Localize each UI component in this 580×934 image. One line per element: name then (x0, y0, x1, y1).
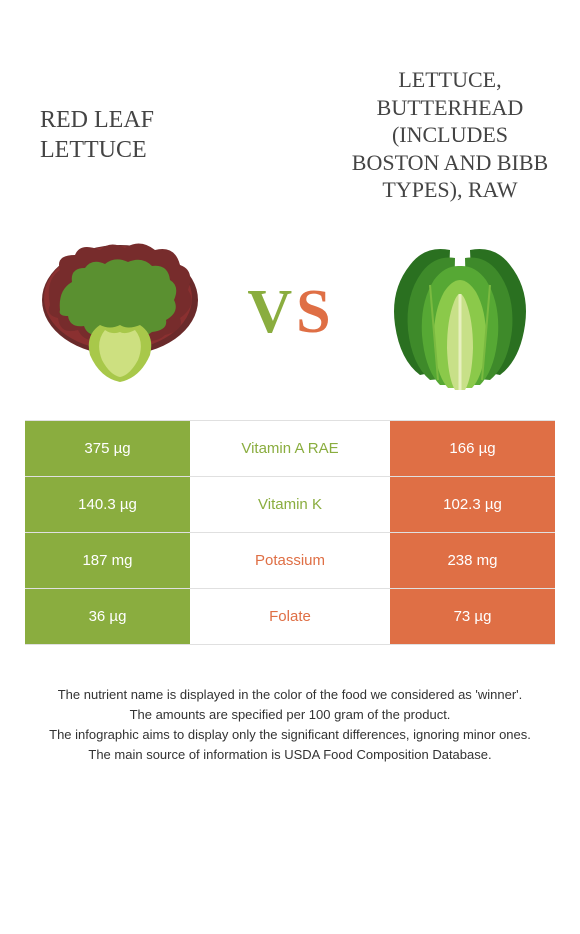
nutrient-left-value: 187 mg (25, 533, 190, 588)
nutrient-left-value: 375 µg (25, 421, 190, 476)
footer-line: The amounts are specified per 100 gram o… (25, 705, 555, 725)
nutrient-row: 187 mgPotassium238 mg (25, 533, 555, 589)
footer-line: The main source of information is USDA F… (25, 745, 555, 765)
right-food-title: LETTUCE, BUTTERHEAD (INCLUDES BOSTON AND… (350, 66, 550, 204)
nutrient-right-value: 102.3 µg (390, 477, 555, 532)
footer-notes: The nutrient name is displayed in the co… (25, 685, 555, 766)
footer-line: The infographic aims to display only the… (25, 725, 555, 745)
nutrient-right-value: 238 mg (390, 533, 555, 588)
nutrient-right-value: 73 µg (390, 589, 555, 644)
vs-label: V S (247, 277, 332, 348)
nutrient-name: Potassium (190, 533, 390, 588)
nutrient-row: 140.3 µgVitamin K102.3 µg (25, 477, 555, 533)
left-food-title: RED LEAF LETTUCE (30, 105, 230, 165)
nutrient-name: Folate (190, 589, 390, 644)
nutrient-row: 375 µgVitamin A RAE166 µg (25, 421, 555, 477)
nutrient-table: 375 µgVitamin A RAE166 µg140.3 µgVitamin… (25, 420, 555, 645)
nutrient-row: 36 µgFolate73 µg (25, 589, 555, 645)
left-food-image (30, 230, 210, 395)
nutrient-left-value: 140.3 µg (25, 477, 190, 532)
right-food-image (370, 230, 550, 395)
images-row: V S (0, 230, 580, 395)
nutrient-left-value: 36 µg (25, 589, 190, 644)
footer-line: The nutrient name is displayed in the co… (25, 685, 555, 705)
header: RED LEAF LETTUCE LETTUCE, BUTTERHEAD (IN… (0, 0, 580, 250)
nutrient-right-value: 166 µg (390, 421, 555, 476)
nutrient-name: Vitamin A RAE (190, 421, 390, 476)
nutrient-name: Vitamin K (190, 477, 390, 532)
vs-v: V (247, 277, 294, 348)
vs-s: S (296, 277, 332, 348)
